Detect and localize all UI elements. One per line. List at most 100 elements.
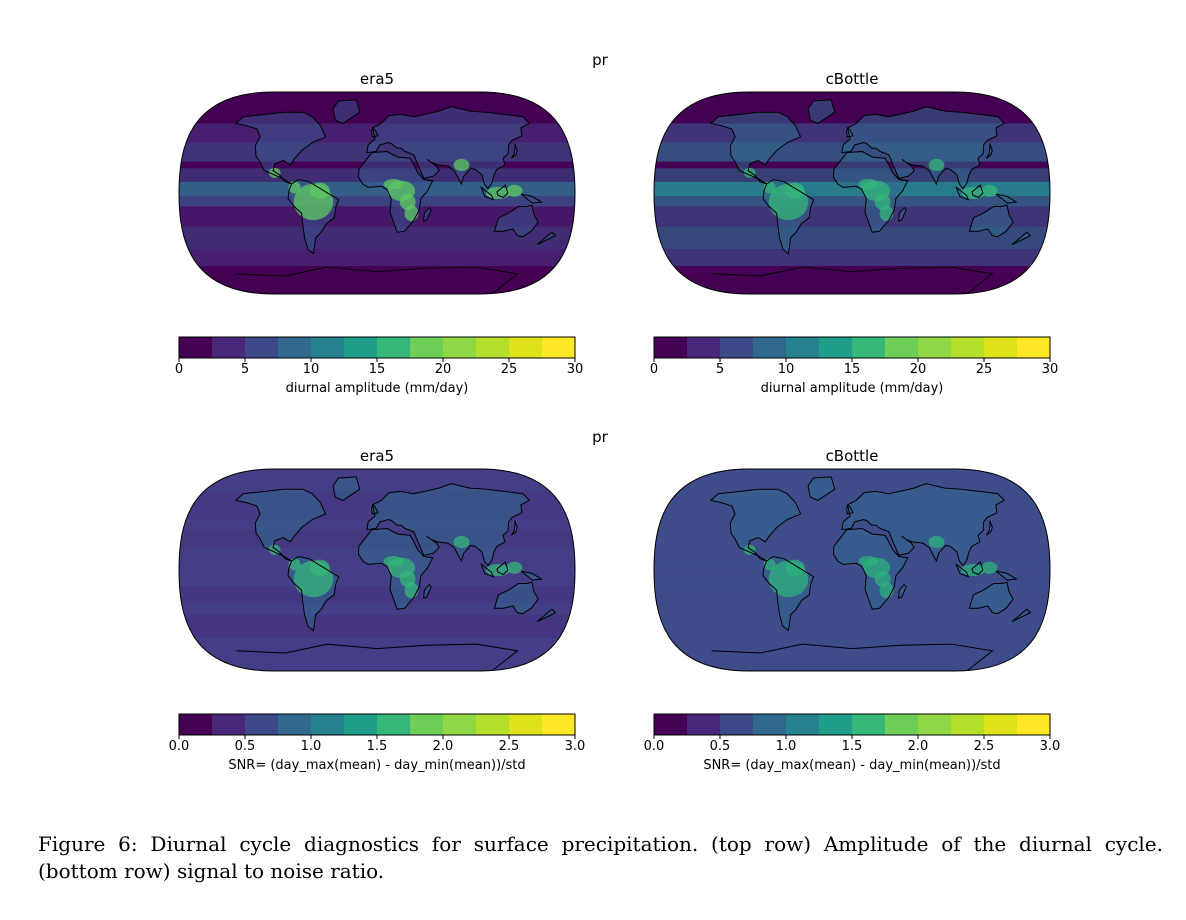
row1-right-map-band-3: [654, 206, 1050, 227]
row1-right-map-band-1: [654, 196, 1050, 207]
row2-left-colorbar-bin-0: [179, 714, 213, 735]
row2-right-map-field: [654, 469, 1050, 671]
row1-left-colorbar-bin-1: [212, 337, 246, 358]
row1-left-colorbar-tick-label: 15: [368, 362, 386, 377]
row2-left-colorbar-tick-label: 3.0: [564, 739, 586, 754]
row1-suptitle: pr: [592, 51, 608, 69]
row2-left-map-coastline-2: [287, 555, 340, 632]
row2-right-map-land-12: [898, 584, 907, 599]
row2-right-map-border: [653, 468, 1051, 672]
row2-left-colorbar-tick-label: 0.0: [168, 739, 190, 754]
row2-left-map-band-0: [179, 614, 575, 638]
row2-left-map-coastline-3: [357, 527, 434, 610]
row2-left-map-coastline-12: [422, 583, 432, 599]
row1-left-map-coastline-13: [536, 231, 557, 246]
row1-left-colorbar-bin-0: [179, 337, 213, 358]
row2-right-map-coastline-0: [709, 488, 802, 562]
row2-right-map-coastline-10: [985, 520, 993, 536]
row1-left-map-land-5: [494, 205, 539, 237]
row2-right-colorbar-bin-3: [753, 714, 787, 735]
row1-left-map-coastline-11: [371, 127, 379, 138]
row1-right-map-hotspot-10: [879, 205, 894, 222]
row2-right-map-hotspot-7: [981, 561, 998, 574]
row2-left-map-coastline-4: [366, 483, 531, 567]
row1-right-map-coastline-4: [841, 106, 1006, 190]
row1-right-colorbar-tick-label: 25: [975, 362, 993, 377]
row1-right-map-land-9: [996, 194, 1017, 204]
row1-left-map-coastline-5: [493, 204, 539, 238]
row2-right-map-hotspot-8: [743, 544, 756, 555]
row1-left-map-band-3: [179, 206, 575, 227]
row2-right-colorbar-tick-label: 2.5: [973, 739, 995, 754]
row1-right-colorbar-bin-11: [1017, 337, 1051, 358]
row2-left-map-hotspot-5: [383, 555, 404, 567]
row2-right-colorbar-bin-10: [984, 714, 1018, 735]
row1-right-colorbar-label: diurnal amplitude (mm/day): [760, 381, 944, 396]
row2-left-colorbar-bin-11: [542, 714, 576, 735]
row1-left-map-coastline-2: [287, 178, 340, 255]
row1-left-map-hotspot-9: [453, 158, 470, 172]
row2-right-colorbar-tick-label: 1.0: [775, 739, 797, 754]
row1-right-map-land-4: [841, 106, 1005, 189]
row1-left-colorbar-tick-label: 0: [174, 362, 184, 377]
row2-right-colorbar-tick-label: 0.0: [643, 739, 665, 754]
row2-right-colorbar-bin-1: [687, 714, 721, 735]
row2-left-map-coastline-13: [536, 608, 557, 623]
row2-left-colorbar-bin-8: [443, 714, 477, 735]
row1-right-map-hotspot-1: [784, 182, 805, 199]
row1-left-colorbar-bin-7: [410, 337, 444, 358]
row2-left-map-land-4: [366, 483, 530, 566]
row1-right-map-coastline-11: [846, 127, 854, 138]
row1-right-map-coastline-8: [971, 184, 984, 199]
row2-right-map-land-13: [1012, 609, 1031, 622]
row1-left-colorbar-tick-label: 30: [566, 362, 584, 377]
row2-right-map-land-0: [710, 489, 801, 561]
row2-right-map-land-4: [841, 483, 1005, 566]
row1-left-map-hotspot-10: [404, 205, 419, 222]
row2-right-map-coastline-13: [1011, 608, 1032, 623]
row2-left-map-coastline-10: [510, 520, 518, 536]
row1-right-colorbar-bin-7: [885, 337, 919, 358]
row1-right-map-hotspot-9: [928, 158, 945, 172]
row1-left-colorbar-bin-11: [542, 337, 576, 358]
row2-left-colorbar-tick-label: 1.5: [366, 739, 388, 754]
row2-right-colorbar-bin-7: [885, 714, 919, 735]
row1-left-map-band-7: [179, 249, 575, 266]
row2-left-map-coastline-11: [371, 504, 379, 515]
row2-left-map-field: [179, 469, 575, 671]
row1-right-map-coastline-3: [832, 150, 909, 233]
row1-right-colorbar-bin-2: [720, 337, 754, 358]
row2-right-map-coastline-5: [968, 581, 1014, 615]
row1-right-map-land-13: [1012, 232, 1031, 245]
row2-left-colorbar-bin-9: [476, 714, 510, 735]
row2-right-map-coastline-8: [971, 561, 984, 576]
row1-left-map-band-1: [179, 196, 575, 207]
row2-right-map-coastline-12: [897, 583, 907, 599]
row2-left-colorbar-bin-10: [509, 714, 543, 735]
row1-left-colorbar-bin-8: [443, 337, 477, 358]
row2-left-colorbar-bin-4: [311, 714, 345, 735]
row1-right-map-field: [654, 92, 1050, 294]
row2-right-colorbar-label: SNR= (day_max(mean) - day_min(mean))/std: [703, 758, 1001, 773]
row1-left-map-hotspot-8: [268, 167, 281, 178]
caption-line-2: (bottom row) signal to noise ratio.: [38, 859, 385, 883]
row2-right-map-band-1: [654, 561, 1050, 570]
row2-left-map-land-5: [494, 582, 539, 614]
row1-right-colorbar-bin-8: [918, 337, 952, 358]
row1-right-colorbar-bin-4: [786, 337, 820, 358]
row1-right-map-coastline-7: [955, 185, 970, 201]
row2-right-colorbar-tick-label: 0.5: [709, 739, 731, 754]
row1-right-colorbar-bin-9: [951, 337, 985, 358]
row1-left-map-hotspot-5: [383, 178, 404, 190]
row2-right-colorbar-bin-11: [1017, 714, 1051, 735]
row1-left-map-coastline-3: [357, 150, 434, 233]
row1-right-map-land-12: [898, 207, 907, 222]
row1-left-map-land-12: [423, 207, 432, 222]
row2-right-colorbar-bin-9: [951, 714, 985, 735]
row2-left-map-coastline-1: [332, 476, 361, 501]
row2-right-colorbar-bin-8: [918, 714, 952, 735]
row1-left-colorbar-bin-4: [311, 337, 345, 358]
row2-right-map-hotspot-10: [879, 582, 894, 599]
row1-left-map-hotspot-1: [309, 182, 330, 199]
row1-left-map-land-1: [333, 99, 360, 124]
